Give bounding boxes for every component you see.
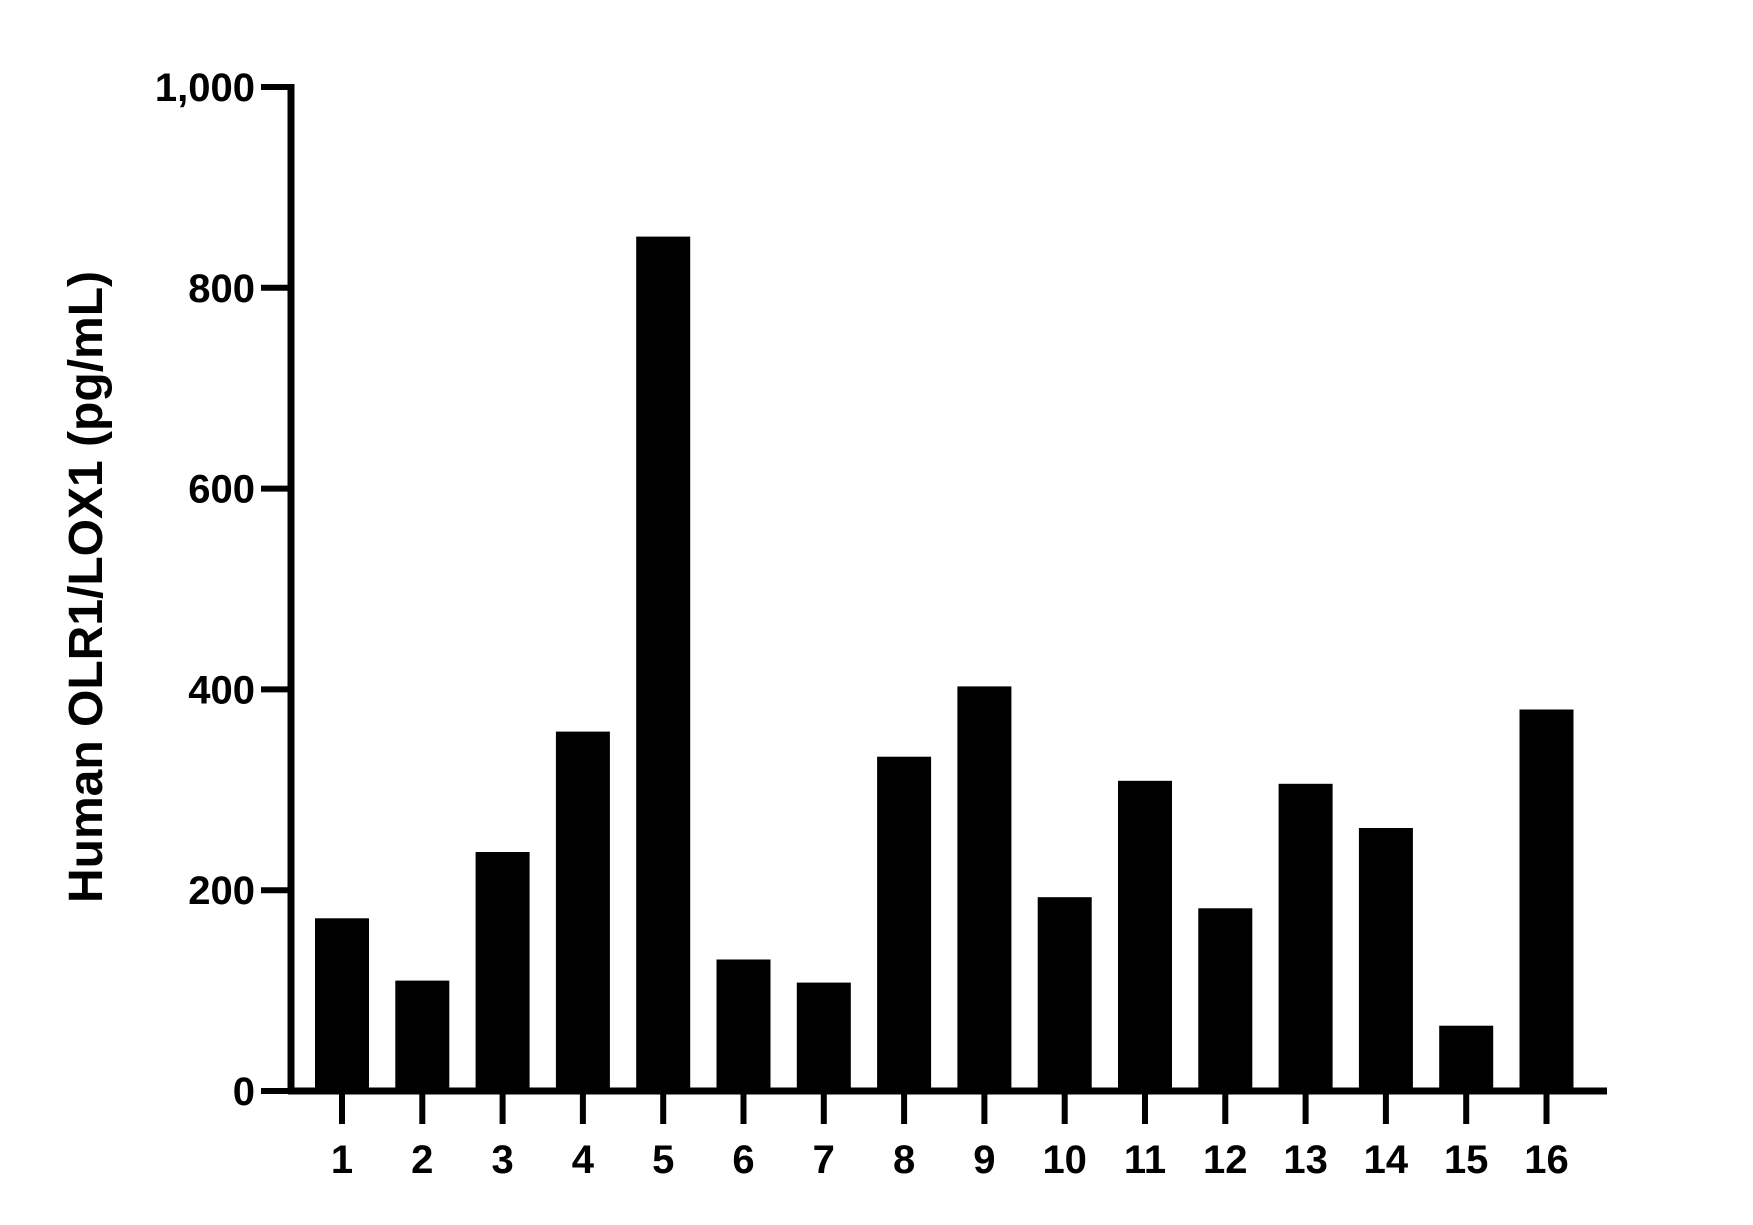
y-axis-title: Human OLR1/LOX1 (pg/mL)	[60, 271, 113, 903]
y-tick-label-1000: 1,000	[155, 66, 255, 110]
bar-3	[475, 852, 530, 1091]
bar-11	[1118, 780, 1172, 1091]
bar-8	[877, 756, 932, 1091]
y-tick-label-200: 200	[188, 869, 255, 913]
x-tick-label-4: 4	[572, 1138, 595, 1182]
y-tick-label-800: 800	[188, 267, 255, 311]
x-tick-label-7: 7	[813, 1138, 835, 1182]
x-tick-label-14: 14	[1364, 1138, 1409, 1182]
x-tick-label-10: 10	[1042, 1138, 1087, 1182]
y-tick-label-400: 400	[188, 668, 255, 712]
bar-15	[1439, 1025, 1494, 1091]
x-tick-label-1: 1	[331, 1138, 353, 1182]
x-tick-label-15: 15	[1444, 1138, 1489, 1182]
x-tick-label-2: 2	[411, 1138, 433, 1182]
x-tick-label-5: 5	[652, 1138, 674, 1182]
bar-6	[716, 959, 771, 1091]
bar-10	[1037, 897, 1092, 1091]
bar-7	[796, 982, 851, 1091]
x-tick-label-13: 13	[1283, 1138, 1328, 1182]
x-tick-label-11: 11	[1124, 1138, 1166, 1182]
bar-4	[555, 731, 610, 1091]
x-tick-label-12: 12	[1203, 1138, 1248, 1182]
bar-2	[395, 980, 450, 1091]
x-tick-label-16: 16	[1524, 1138, 1569, 1182]
x-tick-label-8: 8	[893, 1138, 915, 1182]
bar-16	[1519, 709, 1574, 1091]
y-tick-label-0: 0	[233, 1070, 255, 1114]
x-tick-label-3: 3	[491, 1138, 513, 1182]
bars-group	[315, 236, 1574, 1092]
bar-1	[315, 918, 369, 1091]
bar-14	[1358, 828, 1413, 1091]
x-ticks-group: 1 2 3 4 5 6 7 8 9 10 11 12 13 14 15 16	[331, 1091, 1569, 1182]
bar-5	[636, 236, 691, 1092]
x-tick-label-9: 9	[973, 1138, 995, 1182]
y-ticks-group: 0 200 400 600 800 1,000	[155, 66, 291, 1114]
bar-13	[1278, 783, 1333, 1091]
bar-12	[1198, 908, 1253, 1091]
bar-9	[957, 686, 1012, 1091]
x-tick-label-6: 6	[732, 1138, 754, 1182]
y-tick-label-600: 600	[188, 468, 255, 512]
